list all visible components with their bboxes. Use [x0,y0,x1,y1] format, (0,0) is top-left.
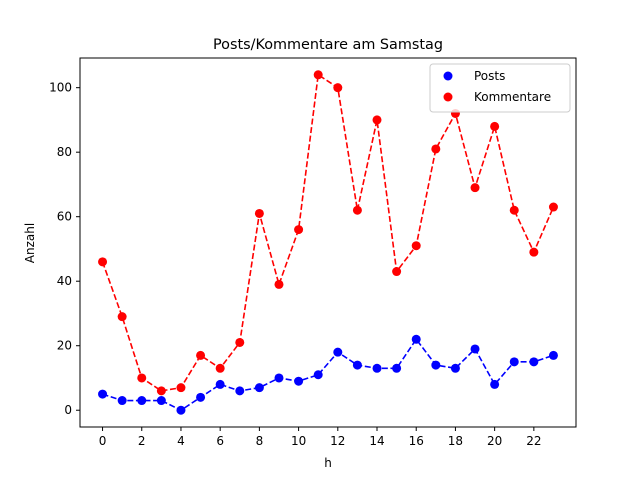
data-point-posts [196,392,206,402]
data-point-posts [352,360,362,370]
data-point-posts [117,396,127,406]
data-point-posts [235,386,245,396]
data-point-posts [294,376,304,386]
data-point-posts [313,370,323,380]
legend-marker-kommentare [443,92,453,102]
data-point-kommentare [548,202,558,212]
data-point-kommentare [313,70,323,80]
chart-title: Posts/Kommentare am Samstag [213,37,443,53]
data-point-posts [470,344,480,354]
data-point-kommentare [235,337,245,347]
x-tick-label: 16 [409,434,424,448]
data-point-kommentare [352,205,362,215]
x-tick-label: 4 [177,434,185,448]
y-axis-label: Anzahl [23,223,37,263]
x-tick-label: 22 [526,434,541,448]
legend-label-posts: Posts [474,69,505,83]
data-point-kommentare [431,144,441,154]
series-line-kommentare [101,73,555,392]
x-tick-label: 12 [330,434,345,448]
axes: 0 2 4 6 8 10 12 14 16 18 20 22 0 20 40 60 80 100 [49,81,541,448]
data-point-kommentare [176,383,186,393]
x-tick-label: 18 [448,434,463,448]
data-point-kommentare [490,121,500,131]
data-point-kommentare [215,363,225,373]
x-axis-label: h [324,456,332,470]
data-point-posts [509,357,519,367]
y-tick-label: 0 [64,403,72,417]
y-tick-label: 40 [57,274,72,288]
data-point-posts [548,350,558,360]
x-tick-label: 10 [291,434,306,448]
data-point-kommentare [294,225,304,235]
data-point-posts [156,396,166,406]
plot-frame [79,57,577,428]
data-point-posts [392,363,402,373]
data-point-posts [215,379,225,389]
data-point-kommentare [470,183,480,193]
data-point-kommentare [196,350,206,360]
data-point-kommentare [509,205,519,215]
data-point-kommentare [156,386,166,396]
data-point-kommentare [117,312,127,322]
data-point-posts [98,389,108,399]
y-tick-label: 60 [57,210,72,224]
x-tick-label: 6 [216,434,224,448]
y-tick-label: 20 [57,339,72,353]
data-point-posts [274,373,284,383]
data-point-kommentare [333,83,343,93]
y-tick-label: 80 [57,145,72,159]
data-point-kommentare [529,247,539,257]
data-point-posts [411,334,421,344]
data-point-kommentare [274,279,284,289]
data-point-posts [529,357,539,367]
data-point-kommentare [137,373,147,383]
series-layer [98,70,558,415]
legend-marker-posts [443,71,453,81]
y-tick-label: 100 [49,81,72,95]
data-point-posts [333,347,343,357]
x-tick-label: 2 [138,434,146,448]
x-tick-label: 14 [369,434,384,448]
x-tick-label: 0 [99,434,107,448]
data-point-kommentare [372,115,382,125]
data-point-posts [431,360,441,370]
data-point-kommentare [392,267,402,277]
data-point-posts [372,363,382,373]
legend-label-kommentare: Kommentare [474,90,551,104]
x-tick-label: 20 [487,434,502,448]
data-point-kommentare [98,257,108,267]
data-point-kommentare [254,208,264,218]
data-point-kommentare [411,241,421,251]
legend: Posts Kommentare [429,63,571,113]
data-point-posts [137,396,147,406]
data-point-posts [176,405,186,415]
data-point-posts [254,383,264,393]
data-point-posts [490,379,500,389]
legend-box [429,63,571,113]
data-point-posts [450,363,460,373]
x-tick-label: 8 [256,434,264,448]
